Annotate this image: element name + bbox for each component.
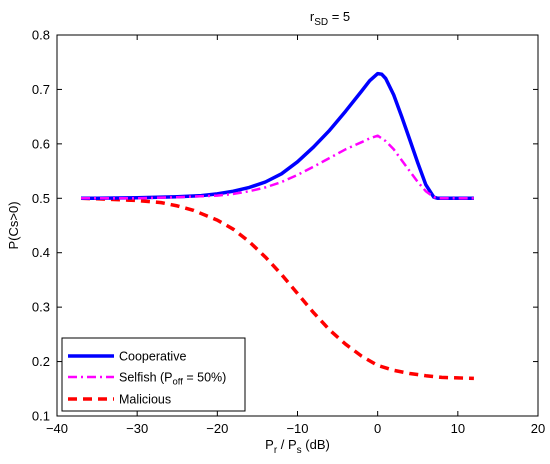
legend-label-cooperative: Cooperative — [119, 350, 186, 364]
x-tick-label: 0 — [374, 421, 381, 436]
y-tick-label: 0.6 — [32, 136, 50, 151]
x-axis-title: Pr / Ps (dB) — [265, 437, 330, 456]
chart-title-main: r — [310, 9, 315, 24]
y-tick-label: 0.2 — [32, 354, 50, 369]
x-tick-label: 10 — [451, 421, 465, 436]
chart-title: rSD = 5 — [310, 9, 350, 28]
legend-label-selfish-main: Selfish (P — [119, 371, 173, 385]
legend-box — [61, 337, 246, 412]
y-tick-label: 0.1 — [32, 409, 50, 424]
legend: Cooperative Selfish (Poff = 50%) Malicio… — [61, 337, 246, 412]
x-tick-label: −20 — [206, 421, 228, 436]
y-tick-label: 0.4 — [32, 245, 50, 260]
x-tick-label: 20 — [531, 421, 545, 436]
legend-label-selfish-sub: off — [173, 377, 184, 388]
series-line-malicious — [80, 196, 474, 381]
y-tick-label: 0.8 — [32, 28, 50, 43]
x-tick-label: −40 — [46, 421, 68, 436]
ticks-layer: −40 −30 −20 −10 0 10 20 0.1 0.2 0.3 0.4 0.5 0.6 0.7 0.… — [32, 28, 545, 437]
x-tick-label: −30 — [126, 421, 148, 436]
chart-title-rest: = 5 — [328, 9, 350, 24]
series-line-selfish — [81, 134, 474, 200]
x-tick-label: −10 — [286, 421, 308, 436]
legend-label-selfish-rest: = 50%) — [183, 371, 226, 385]
y-tick-label: 0.3 — [32, 300, 50, 315]
x-axis-title-rest: (dB) — [302, 437, 330, 452]
chart-title-subscript: SD — [314, 17, 328, 28]
legend-label-selfish: Selfish (Poff = 50%) — [119, 371, 226, 388]
x-axis-title-sub2: s — [297, 445, 302, 456]
y-axis-title: P(Cs>0) — [6, 201, 21, 249]
x-axis-title-mid: / P — [277, 437, 297, 452]
series-layer — [80, 71, 474, 381]
y-tick-label: 0.5 — [32, 191, 50, 206]
x-axis-title-sub1: r — [274, 445, 278, 456]
legend-label-malicious: Malicious — [119, 393, 171, 407]
y-tick-label: 0.7 — [32, 82, 50, 97]
x-axis-title-p1: P — [265, 437, 274, 452]
